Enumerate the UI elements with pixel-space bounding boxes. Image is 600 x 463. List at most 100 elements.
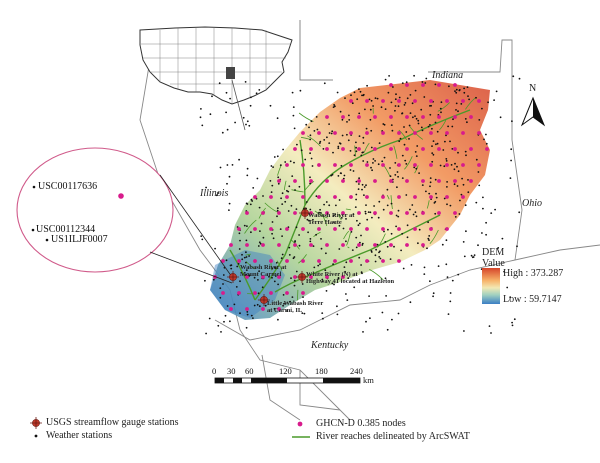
weather-station-dot (375, 248, 377, 251)
weather-station-dot (309, 182, 311, 185)
weather-station-dot (269, 180, 272, 182)
inset-station-dot (31, 228, 35, 232)
weather-station-dot (292, 106, 295, 108)
weather-station-dot (271, 221, 274, 223)
weather-station-dot (475, 158, 478, 161)
weather-station-dot (384, 78, 387, 81)
weather-station-dot (406, 224, 409, 227)
ghcn-node (341, 147, 345, 151)
ghcn-node (341, 243, 345, 247)
ghcn-node (357, 179, 361, 183)
weather-station-dot (429, 113, 432, 116)
weather-station-dot (396, 186, 398, 189)
weather-station-dot (328, 142, 331, 145)
ghcn-node (253, 227, 257, 231)
inset-ghcn-node (118, 193, 124, 199)
weather-station-dot (431, 160, 434, 163)
weather-station-dot (318, 211, 320, 214)
weather-station-dot (374, 97, 377, 99)
weather-station-dot (477, 244, 479, 247)
weather-station-dot (482, 196, 484, 199)
weather-station-dot (482, 207, 484, 210)
ghcn-node (277, 275, 281, 279)
ghcn-node (357, 147, 361, 151)
weather-station-dot (250, 314, 253, 317)
weather-station-dot (305, 123, 308, 126)
weather-station-dot (365, 320, 367, 323)
weather-station-dot (454, 216, 457, 218)
weather-station-dot (342, 177, 345, 180)
weather-station-dot (410, 264, 413, 266)
weather-station-dot (230, 264, 233, 267)
weather-station-dot (475, 201, 478, 204)
river-tributary (398, 129, 408, 141)
inset-station-label: USC00112344 (36, 224, 96, 235)
weather-station-dot (432, 153, 435, 156)
weather-station-dot (358, 183, 360, 185)
weather-station-dot (258, 305, 261, 308)
inset-station-label: USC00117636 (38, 181, 98, 192)
dem-legend-high: High : 373.287 (503, 268, 564, 279)
weather-station-dot (282, 304, 284, 307)
weather-station-dot (309, 134, 312, 137)
weather-station-dot (200, 235, 203, 238)
weather-station-dot (323, 82, 326, 85)
weather-station-dot (204, 279, 206, 282)
weather-station-dot (401, 154, 404, 157)
weather-station-dot (338, 248, 341, 250)
weather-station-dot (261, 286, 264, 289)
ghcn-node (389, 211, 393, 215)
weather-station-dot (356, 98, 359, 101)
river-main-stem (274, 214, 441, 293)
locator-leader (231, 79, 246, 131)
weather-station-dot (373, 205, 375, 207)
weather-station-dot (333, 104, 335, 106)
weather-station-dot (396, 171, 399, 173)
ghcn-node (349, 131, 353, 135)
river-tributary (338, 214, 342, 221)
weather-station-dot (455, 88, 458, 91)
weather-station-dot (246, 203, 249, 205)
weather-station-dot (459, 199, 461, 202)
weather-station-dot (245, 239, 248, 242)
ghcn-node (341, 211, 345, 215)
weather-station-dot (463, 330, 465, 332)
weather-station-dot (320, 247, 323, 250)
weather-station-dot (226, 164, 229, 166)
weather-station-dot (315, 116, 318, 118)
weather-station-dot (252, 317, 254, 319)
weather-station-dot (435, 196, 438, 199)
weather-station-dot (372, 158, 375, 160)
weather-station-dot (361, 242, 364, 245)
ghcn-node (237, 291, 241, 295)
weather-station-dot (273, 307, 276, 310)
weather-station-dot (356, 219, 358, 222)
weather-station-dot (258, 206, 261, 209)
ghcn-node (461, 195, 465, 199)
weather-station-dot (406, 97, 409, 100)
weather-station-dot (272, 166, 274, 169)
weather-station-dot (421, 184, 424, 187)
weather-station-dot (272, 237, 275, 240)
ghcn-node (469, 147, 473, 151)
river-tributary (245, 253, 251, 256)
weather-station-dot (291, 296, 294, 298)
weather-station-dot (361, 272, 363, 275)
weather-station-dot (448, 85, 450, 88)
weather-station-dot (445, 239, 448, 242)
weather-station-dot (478, 184, 481, 187)
weather-station-dot (429, 280, 431, 283)
inset-station-label: US1ILJF0007 (51, 234, 108, 245)
weather-station-dot (217, 324, 220, 327)
ghcn-node (285, 163, 289, 167)
weather-station-dot (304, 158, 307, 161)
weather-station-dot (453, 183, 456, 186)
ghcn-node (261, 275, 265, 279)
weather-station-dot (331, 282, 334, 285)
weather-station-dot (425, 190, 427, 193)
weather-station-dot (391, 129, 394, 132)
ghcn-node (229, 307, 233, 311)
weather-station-dot (289, 160, 292, 163)
weather-station-dot (377, 216, 380, 219)
weather-station-dot (485, 133, 487, 136)
